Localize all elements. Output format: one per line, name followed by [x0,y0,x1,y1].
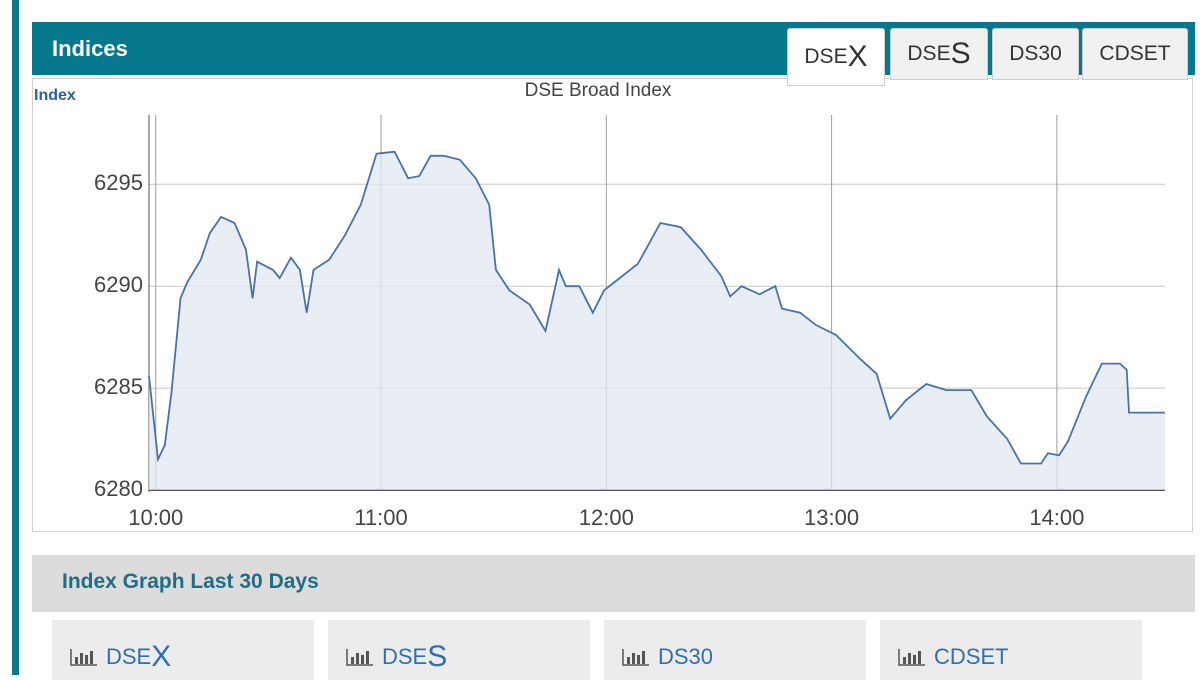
tab[interactable]: DSE S [890,28,988,80]
y-axis-label: Index [34,87,76,104]
section-bar [32,555,1195,612]
x-tick-label: 10:00 [128,505,183,530]
chart: Index DSE Broad Index 6280 6285 6290 6295 10… [34,80,1165,530]
section-title: Index Graph Last 30 Days [62,570,319,593]
chart-icon [346,649,373,666]
label-text: DSE [106,644,152,669]
y-tick-label: 6295 [94,170,143,195]
button[interactable]: DS30 [604,620,866,680]
label-text: DS30 [1009,42,1062,65]
header-title: Indices [52,36,128,61]
tab[interactable]: DSE X [787,28,885,86]
label-text: DSE [907,42,951,65]
label-text: DSE [382,644,428,669]
y-tick-label: 6290 [94,272,143,297]
label-text: DSE [804,45,848,68]
button[interactable]: CDSET [880,620,1142,680]
tab[interactable]: CDSET [1082,28,1188,80]
label-text: CDSET [934,644,1009,669]
label-big: S [427,640,448,673]
line [148,150,1165,465]
x-tick-label: 13:00 [804,505,859,530]
tab[interactable]: DS30 [992,28,1079,80]
chart-frame [32,78,1193,532]
x-tick-label: 14:00 [1029,505,1084,530]
x-tick-label: 11:00 [354,505,407,530]
label-text: DS30 [658,644,714,669]
button[interactable]: DSE S [328,620,590,680]
y-tick-label: 6280 [94,476,143,501]
label-big: S [950,37,971,70]
x-tick-label: 12:00 [579,505,634,530]
label-big: X [847,40,868,73]
button[interactable]: DSE X [52,620,314,680]
y-tick-label: 6285 [94,374,143,399]
chart-icon [898,649,925,666]
left-bar [12,0,19,675]
label-text: CDSET [1099,42,1171,65]
chart-title: DSE Broad Index [525,80,672,101]
area [149,151,1165,490]
chart-icon [70,649,97,666]
label-big: X [151,640,172,673]
chart-icon [622,649,649,666]
